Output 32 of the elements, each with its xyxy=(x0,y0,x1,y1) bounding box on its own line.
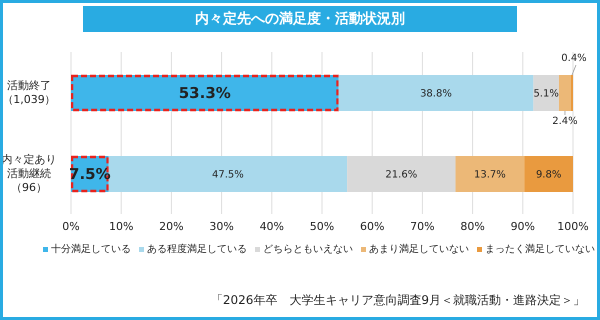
text: 53.3% xyxy=(178,84,231,102)
legend-label: 十分満足している xyxy=(50,242,131,256)
bar xyxy=(533,75,559,111)
text: 13.7% xyxy=(474,169,506,180)
x-tick-label: 0% xyxy=(62,220,80,233)
bar xyxy=(558,75,571,111)
legend-label: まったく満足していない xyxy=(484,242,595,256)
x-tick-label: 80% xyxy=(460,220,485,233)
bar xyxy=(456,156,524,192)
y-tick-label: 活動終了（1,039） xyxy=(2,78,57,106)
chart-title: 内々定先への満足度・活動状況別 xyxy=(83,6,517,32)
x-tick-label: 90% xyxy=(510,220,536,233)
x-tick-label: 70% xyxy=(410,220,435,233)
legend-label: ある程度満足している xyxy=(146,242,247,256)
text: 0.4% xyxy=(561,53,587,64)
x-tick-label: 100% xyxy=(557,220,589,233)
legend-label: どちらともいえない xyxy=(262,243,353,256)
x-tick-label: 10% xyxy=(108,220,134,233)
text: 「2026年卒 大学生キャリア意向調査9月＜就職活動・進路決定＞」 xyxy=(210,292,585,309)
text: 5.1% xyxy=(533,88,559,100)
text: 2.4% xyxy=(552,116,578,127)
x-tick-label: 50% xyxy=(310,220,334,233)
text: 47.5% xyxy=(212,169,244,180)
text: 9.8% xyxy=(536,169,562,180)
x-tick-label: 20% xyxy=(159,220,184,233)
text: 38.8% xyxy=(420,88,452,100)
bar xyxy=(524,156,573,192)
text: 21.6% xyxy=(385,169,418,180)
x-tick-label: 30% xyxy=(209,220,234,233)
x-tick-label: 40% xyxy=(260,220,284,233)
x-tick-label: 60% xyxy=(360,220,384,233)
legend-label: あまり満足していない xyxy=(368,242,469,256)
